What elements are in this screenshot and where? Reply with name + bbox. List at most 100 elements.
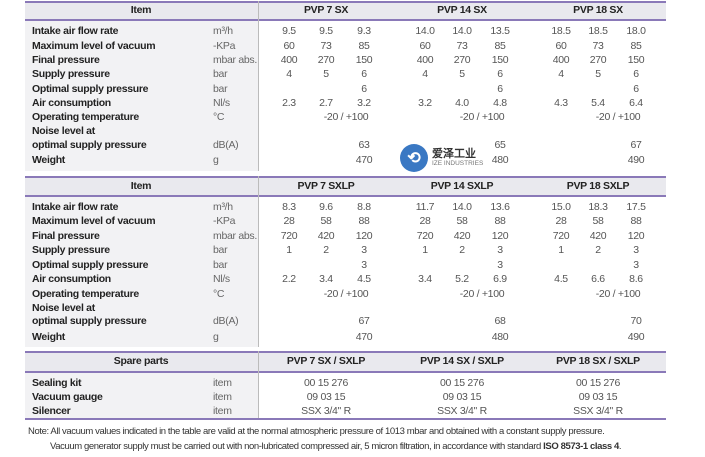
row-unit: bar [213, 68, 228, 80]
cell-value: 3 [361, 259, 367, 271]
item-column-bg [25, 373, 258, 418]
cell-value: 58 [320, 215, 332, 227]
model-header: PVP 7 SX / SXLP [286, 355, 366, 367]
model-header: PVP 18 SXLP [566, 179, 630, 192]
section-header: Item [130, 4, 152, 16]
row-unit: item [213, 377, 232, 389]
cell-value: 15.0 [551, 201, 571, 213]
cell-value: 67 [630, 139, 642, 151]
cell-value: 470 [355, 331, 373, 343]
column-divider [258, 176, 259, 347]
cell-value: 5 [459, 68, 465, 80]
cell-value: 2.3 [282, 97, 296, 109]
cell-value: 4.8 [493, 97, 507, 109]
row-label: Vacuum gauge [32, 391, 103, 403]
cell-value: 120 [627, 230, 645, 242]
row-label: Optimal supply pressure [32, 83, 149, 95]
cell-value: 2 [459, 244, 465, 256]
section-header: Item [130, 179, 152, 192]
cell-value: 5.4 [591, 97, 605, 109]
cell-value: 13.5 [490, 25, 510, 37]
cell-value: 00 15 276 [303, 377, 349, 389]
cell-value: 270 [453, 54, 471, 66]
row-unit: °C [213, 288, 225, 300]
logo-en: IZE INDUSTRIES [432, 160, 484, 167]
model-header: PVP 14 SX [437, 4, 487, 16]
cell-value: 00 15 276 [439, 377, 485, 389]
cell-value: 400 [280, 54, 298, 66]
row-label: Noise level at [32, 125, 95, 137]
row-label: Operating temperature [32, 288, 139, 300]
cell-value: 490 [627, 331, 645, 343]
cell-value: 6 [633, 68, 639, 80]
cell-value: 18.5 [551, 25, 571, 37]
row-unit: Nl/s [213, 273, 230, 285]
cell-span-value: -20 / +100 [595, 288, 641, 300]
header-band [25, 1, 666, 21]
cell-value: 480 [491, 331, 509, 343]
cell-value: 18.3 [588, 201, 608, 213]
note-standard: ISO 8573-1 class 4 [543, 441, 619, 452]
cell-value: SSX 3/4" R [301, 405, 351, 417]
cell-value: 6 [361, 68, 367, 80]
cell-value: 3 [497, 259, 503, 271]
cell-value: 1 [286, 244, 292, 256]
row-unit: Nl/s [213, 97, 230, 109]
cell-value: 73 [320, 40, 332, 52]
cell-value: 6 [361, 83, 367, 95]
cell-value: 09 03 15 [306, 391, 346, 403]
cell-value: 3.4 [418, 273, 432, 285]
row-unit: item [213, 391, 232, 403]
cell-value: 28 [419, 215, 431, 227]
row-label: Air consumption [32, 97, 111, 109]
row-unit: dB(A) [213, 315, 239, 327]
cell-value: 14.0 [415, 25, 435, 37]
cell-value: SSX 3/4" R [573, 405, 623, 417]
row-label: Silencer [32, 405, 71, 417]
item-column-bg [25, 197, 258, 347]
cell-value: 13.6 [490, 201, 510, 213]
cell-value: 09 03 15 [578, 391, 618, 403]
cell-value: 00 15 276 [575, 377, 621, 389]
cell-value: SSX 3/4" R [437, 405, 487, 417]
cell-value: 1 [422, 244, 428, 256]
cell-value: 70 [630, 315, 642, 327]
cell-value: 2 [323, 244, 329, 256]
cell-value: 420 [589, 230, 607, 242]
cell-span-value: -20 / +100 [323, 111, 369, 123]
cell-value: 63 [358, 139, 370, 151]
row-unit: bar [213, 83, 228, 95]
cell-value: 480 [491, 154, 509, 166]
header-band [25, 176, 666, 197]
row-label: Maximum level of vacuum [32, 215, 156, 227]
row-label: optimal supply pressure [32, 139, 147, 151]
column-divider [258, 1, 259, 171]
cell-value: 3.2 [418, 97, 432, 109]
cell-value: 65 [494, 139, 506, 151]
cell-value: 400 [552, 54, 570, 66]
cell-value: 28 [555, 215, 567, 227]
item-column-bg [25, 21, 258, 171]
cell-value: 14.0 [452, 201, 472, 213]
cell-value: 11.7 [415, 201, 435, 213]
cell-value: 720 [552, 230, 570, 242]
row-label: Sealing kit [32, 377, 82, 389]
model-header: PVP 7 SX [303, 4, 349, 16]
row-label: Supply pressure [32, 244, 110, 256]
cell-value: 720 [280, 230, 298, 242]
note-text: Vacuum generator supply must be carried … [50, 441, 544, 452]
cell-value: 490 [627, 154, 645, 166]
logo-cn: 爱泽工业 [432, 148, 476, 160]
row-unit: dB(A) [213, 139, 239, 151]
cell-value: 73 [592, 40, 604, 52]
cell-value: 120 [355, 230, 373, 242]
cell-value: 17.5 [626, 201, 646, 213]
section-header: Spare parts [113, 355, 169, 367]
row-unit: bar [213, 244, 228, 256]
row-unit: mbar abs. [213, 230, 257, 242]
cell-value: 3.2 [357, 97, 371, 109]
row-label: Noise level at [32, 302, 95, 314]
cell-value: 4.5 [357, 273, 371, 285]
cell-value: 270 [589, 54, 607, 66]
cell-value: 85 [358, 40, 370, 52]
